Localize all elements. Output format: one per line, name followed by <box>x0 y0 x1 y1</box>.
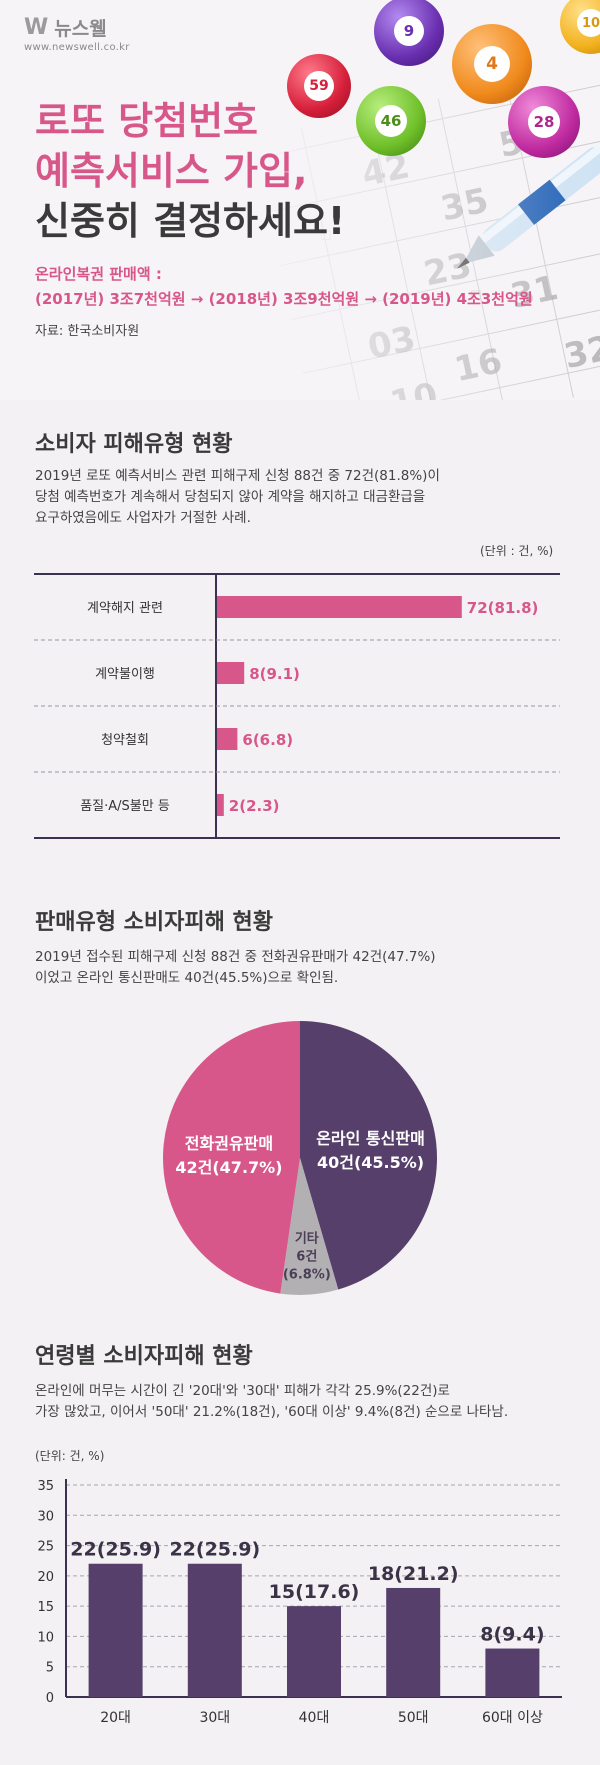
lottery-ball-46: 46 <box>356 86 426 156</box>
section1-desc-line: 요구하였음에도 사업자가 거절한 사례. <box>35 510 251 526</box>
bar <box>287 1606 341 1697</box>
section3-desc: 온라인에 머무는 시간이 긴 '20대'와 '30대' 피해가 각각 25.9%… <box>35 1381 508 1423</box>
bar <box>386 1587 441 1697</box>
lottery-ball-59: 59 <box>287 54 351 118</box>
sales-detail: (2017년) 3조7천억원 → (2018년) 3조9천억원 → (2019년… <box>35 290 533 308</box>
category-label: 계약해지 관련 <box>87 601 163 616</box>
damage-type-bar-chart: 계약해지 관련 72(81.8) 계약불이행 8(9.1) 청약철회 6(6.8) 품질·A… <box>34 573 560 839</box>
section3-title: 연령별 소비자피해 현황 <box>35 1344 253 1369</box>
lottery-ball-9: 9 <box>374 0 444 66</box>
newswell-logo: W 뉴스웰 <box>24 14 107 41</box>
sales-info: 온라인복권 판매액 : (2017년) 3조7천억원 → (2018년) 3조9… <box>35 262 533 312</box>
section1-desc-line: 당첨 예측번호가 계속해서 당첨되지 않아 계약을 해지하고 대금환급을 <box>35 489 426 505</box>
slice-value-label: 42건(47.7%) <box>175 1158 282 1177</box>
section1-title: 소비자 피해유형 현황 <box>35 432 233 457</box>
x-tick-label: 60대 이상 <box>482 1710 543 1726</box>
pie-slice <box>300 1021 437 1290</box>
y-tick-label: 30 <box>37 1509 54 1524</box>
bar <box>88 1563 143 1697</box>
section2-desc-line: 2019년 접수된 피해구제 신청 88건 중 전화권유판매가 42건(47.7… <box>35 949 436 965</box>
section2-title: 판매유형 소비자피해 현황 <box>35 910 273 935</box>
category-label: 품질·A/S불만 등 <box>80 799 170 814</box>
logo-text: 뉴스웰 <box>54 18 107 40</box>
data-label: 22(25.9) <box>70 1539 161 1561</box>
title-line-1: 로또 당첨번호 <box>35 99 258 143</box>
slice-label: 온라인 통신판매 <box>316 1129 425 1148</box>
data-label: 18(21.2) <box>368 1563 459 1585</box>
y-tick-label: 0 <box>46 1691 54 1706</box>
slice-label: 전화권유판매 <box>185 1134 273 1153</box>
section3-desc-line: 온라인에 머무는 시간이 긴 '20대'와 '30대' 피해가 각각 25.9%… <box>35 1383 450 1399</box>
data-label: 8(9.1) <box>249 665 300 683</box>
y-tick-label: 35 <box>37 1479 54 1494</box>
bar <box>217 662 245 684</box>
section3-unit: (단위: 건, %) <box>35 1449 105 1463</box>
source-text: 자료: 한국소비자원 <box>35 324 140 339</box>
data-label: 72(81.8) <box>467 599 539 617</box>
slice-value-label: 6건 <box>296 1248 317 1264</box>
sales-type-pie-chart: 온라인 통신판매 40건(45.5%) 기타 6건 (6.8%) 전화권유판매 42건(47… <box>162 1021 437 1295</box>
y-tick-label: 10 <box>37 1630 54 1645</box>
age-group-bar-chart: 0 5 10 15 20 25 30 35 22(25.9) 20대 22(25.9) 30대 15(1… <box>37 1479 562 1726</box>
y-tick-label: 20 <box>37 1570 54 1585</box>
data-label: 6(6.8) <box>242 731 293 749</box>
data-label: 22(25.9) <box>169 1539 260 1561</box>
sales-label: 온라인복권 판매액 : <box>35 265 162 283</box>
x-tick-label: 30대 <box>199 1710 230 1726</box>
y-tick-label: 5 <box>46 1661 54 1676</box>
category-label: 청약철회 <box>101 733 149 748</box>
hero-section: 423550 233103 163210 ☐☐ W 뉴스웰 www.newswe… <box>0 0 600 400</box>
section1-unit: (단위 : 건, %) <box>480 544 554 558</box>
bar <box>187 1563 242 1697</box>
x-tick-label: 40대 <box>299 1710 330 1726</box>
x-tick-label: 50대 <box>398 1710 429 1726</box>
pie-slice <box>162 1021 300 1294</box>
slice-value-label: 40건(45.5%) <box>317 1153 424 1172</box>
bar <box>485 1648 540 1697</box>
category-label: 계약불이행 <box>95 666 155 682</box>
logo-url: www.newswell.co.kr <box>24 42 130 53</box>
page-title: 로또 당첨번호 예측서비스 가입, 신중히 결정하세요! <box>35 96 345 246</box>
lottery-ball-4: 4 <box>452 24 532 104</box>
lottery-ball-28: 28 <box>508 86 580 158</box>
slice-label: 기타 <box>295 1230 319 1246</box>
pie-slice <box>280 1158 339 1295</box>
bar <box>217 794 224 816</box>
bar <box>217 728 238 750</box>
data-label: 2(2.3) <box>229 797 280 815</box>
y-tick-label: 15 <box>37 1600 54 1615</box>
title-line-2: 예측서비스 가입, <box>35 149 308 193</box>
slice-pct-label: (6.8%) <box>283 1267 331 1282</box>
section3-desc-line: 가장 많았고, 이어서 '50대' 21.2%(18건), '60대 이상' 9… <box>35 1404 509 1420</box>
title-line-3: 신중히 결정하세요! <box>35 199 346 243</box>
section1-desc-line: 2019년 로또 예측서비스 관련 피해구제 신청 88건 중 72건(81.8… <box>35 468 440 484</box>
section2-desc-line: 이었고 온라인 통신판매도 40건(45.5%)으로 확인됨. <box>35 970 339 986</box>
bar <box>217 596 462 618</box>
section1-desc: 2019년 로또 예측서비스 관련 피해구제 신청 88건 중 72건(81.8… <box>35 466 440 529</box>
data-label: 15(17.6) <box>269 1581 360 1603</box>
logo-mark-icon: W <box>24 15 49 40</box>
section2-desc: 2019년 접수된 피해구제 신청 88건 중 전화권유판매가 42건(47.7… <box>35 947 436 989</box>
y-tick-label: 25 <box>37 1540 54 1555</box>
data-label: 8(9.4) <box>480 1624 544 1646</box>
x-tick-label: 20대 <box>100 1710 131 1726</box>
